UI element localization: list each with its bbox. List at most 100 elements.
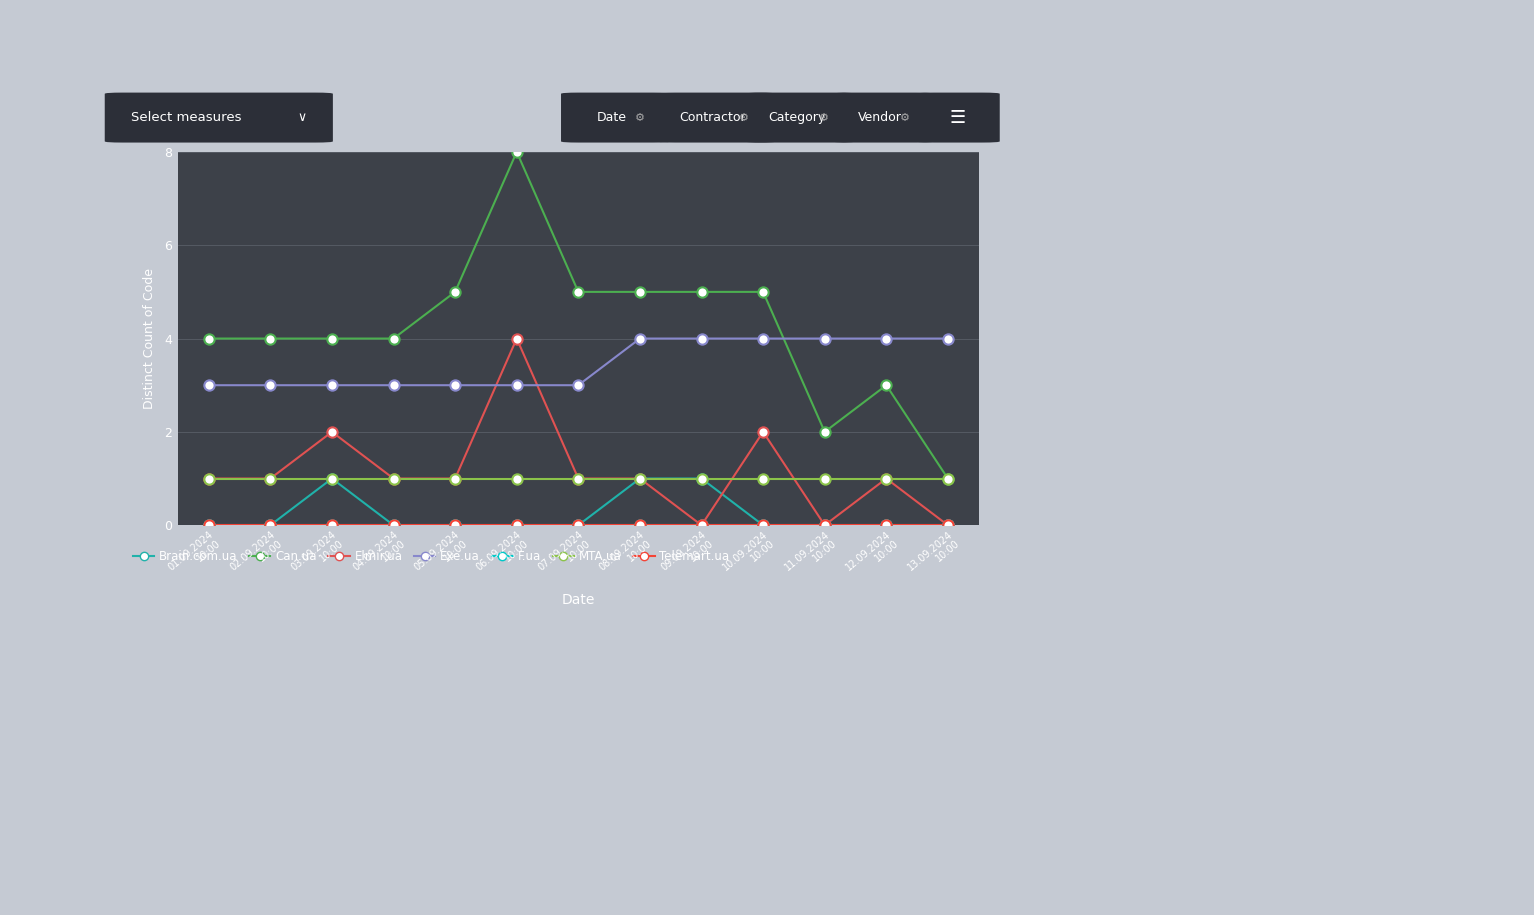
Point [936,518,960,533]
Point [627,285,652,299]
Text: Select measures: Select measures [130,111,241,124]
Point [627,518,652,533]
Point [874,378,899,393]
Point [382,378,407,393]
Point [505,331,529,346]
Point [689,518,713,533]
Point [813,425,838,439]
Point [505,145,529,159]
Point [382,518,407,533]
X-axis label: Date: Date [561,593,595,607]
Text: ∨: ∨ [298,111,307,124]
Point [382,471,407,486]
Point [750,518,775,533]
Point [874,471,899,486]
Point [382,518,407,533]
Point [505,378,529,393]
Point [319,471,344,486]
Point [627,331,652,346]
Y-axis label: Distinct Count of Code: Distinct Count of Code [143,268,156,409]
Point [689,471,713,486]
Point [382,331,407,346]
Point [627,471,652,486]
Point [258,471,282,486]
FancyBboxPatch shape [916,92,1000,143]
Point [319,378,344,393]
Point [936,471,960,486]
Point [566,471,591,486]
Point [750,518,775,533]
Point [813,331,838,346]
Point [566,378,591,393]
Point [750,425,775,439]
Point [813,518,838,533]
Legend: Brain.com.ua, Can.ua, Elmir.ua, Exe.ua, F.ua, MTA.ua, Telemart.ua: Brain.com.ua, Can.ua, Elmir.ua, Exe.ua, … [129,545,735,567]
Point [750,285,775,299]
Point [874,518,899,533]
Point [443,471,468,486]
Point [689,518,713,533]
Point [382,471,407,486]
Point [689,471,713,486]
Point [443,378,468,393]
Point [566,518,591,533]
Point [505,518,529,533]
Point [813,518,838,533]
Point [258,378,282,393]
Point [319,518,344,533]
Text: ⚙: ⚙ [738,113,749,123]
Point [443,471,468,486]
Point [319,518,344,533]
Point [196,518,221,533]
Point [443,518,468,533]
Point [813,471,838,486]
Point [627,471,652,486]
Point [258,518,282,533]
Point [196,331,221,346]
Point [750,471,775,486]
Point [936,518,960,533]
Point [689,331,713,346]
Point [627,518,652,533]
Point [627,471,652,486]
Text: ⚙: ⚙ [819,113,828,123]
Point [196,518,221,533]
Point [874,518,899,533]
Point [319,331,344,346]
Point [196,471,221,486]
Point [750,331,775,346]
Point [382,518,407,533]
Point [196,518,221,533]
Point [258,518,282,533]
FancyBboxPatch shape [833,92,934,143]
Text: ☰: ☰ [950,109,966,126]
Point [874,331,899,346]
Point [566,285,591,299]
FancyBboxPatch shape [746,92,854,143]
Point [936,518,960,533]
Point [443,285,468,299]
FancyBboxPatch shape [104,92,333,143]
Text: Category: Category [767,111,825,124]
Point [505,518,529,533]
FancyBboxPatch shape [561,92,670,143]
Point [689,518,713,533]
Point [813,518,838,533]
Point [443,518,468,533]
Point [319,471,344,486]
Point [936,518,960,533]
Point [936,331,960,346]
Text: Vendor: Vendor [858,111,902,124]
Point [566,518,591,533]
Point [258,518,282,533]
Point [566,518,591,533]
Point [750,518,775,533]
Point [936,471,960,486]
FancyBboxPatch shape [658,92,776,143]
Point [443,518,468,533]
Point [196,378,221,393]
Point [689,285,713,299]
Text: ⚙: ⚙ [899,113,910,123]
Point [258,471,282,486]
Point [874,471,899,486]
